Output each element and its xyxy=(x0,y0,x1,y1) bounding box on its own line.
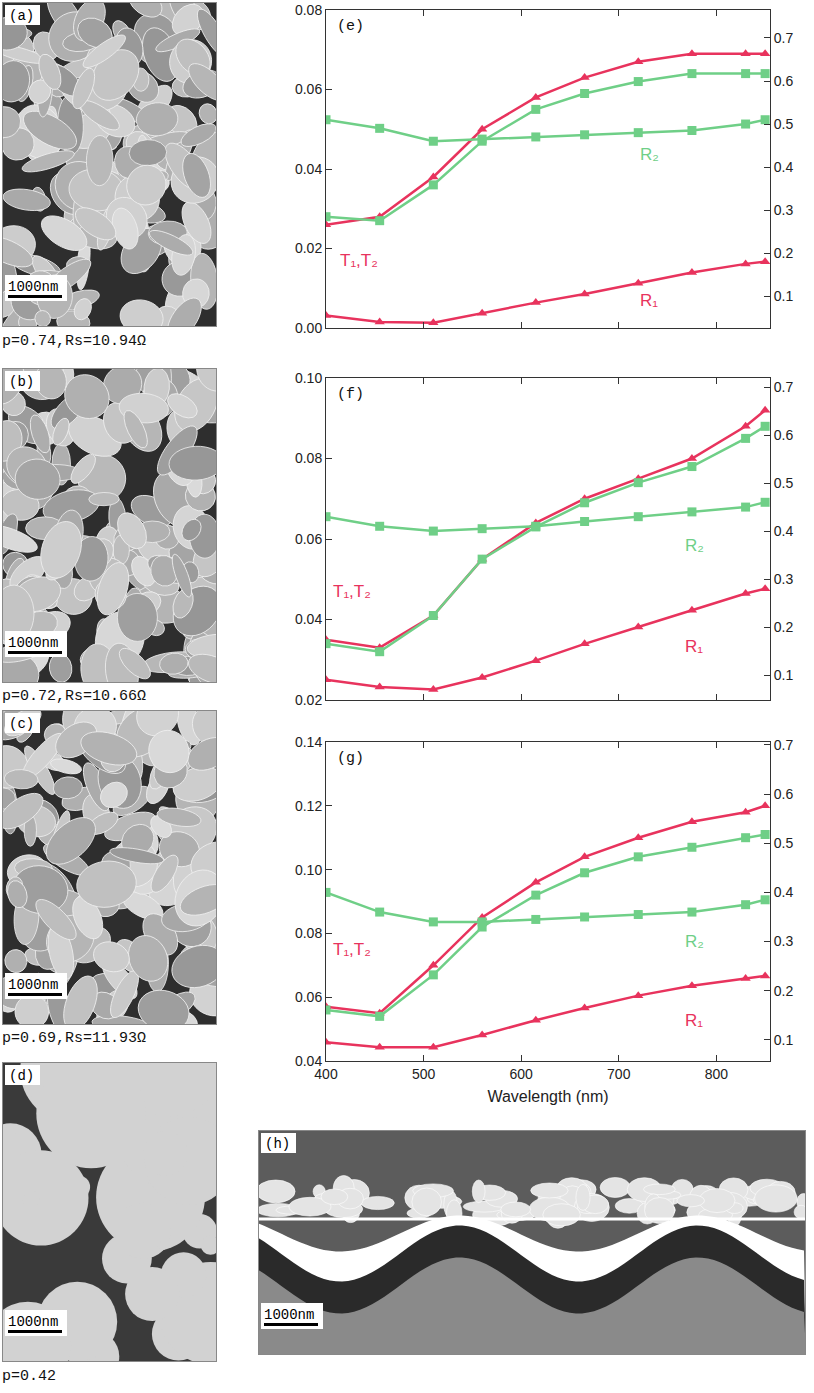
html-text:p=0.72,Rs=10.66Ω: p=0.72,Rs=10.66Ω xyxy=(2,688,146,705)
svg-text:1000nm: 1000nm xyxy=(8,279,58,295)
svg-text:0.5: 0.5 xyxy=(774,475,794,491)
svg-text:0.6: 0.6 xyxy=(774,786,794,802)
svg-text:0.2: 0.2 xyxy=(774,983,794,999)
svg-text:(b): (b) xyxy=(9,374,34,390)
html-text:p=0.74,Rs=10.94Ω: p=0.74,Rs=10.94Ω xyxy=(2,333,146,350)
svg-text:0.08: 0.08 xyxy=(295,2,322,18)
svg-text:0.3: 0.3 xyxy=(774,202,794,218)
svg-text:(e): (e) xyxy=(337,18,364,35)
svg-text:(d): (d) xyxy=(9,1068,34,1084)
svg-text:T₁,T₂: T₁,T₂ xyxy=(333,582,371,601)
html-text:p=0.42: p=0.42 xyxy=(2,1368,56,1385)
svg-text:(h): (h) xyxy=(265,1136,290,1152)
svg-text:0.08: 0.08 xyxy=(295,925,322,941)
svg-text:700: 700 xyxy=(607,1066,631,1082)
svg-text:0.06: 0.06 xyxy=(295,531,322,547)
svg-text:(f): (f) xyxy=(337,386,364,403)
svg-text:(c): (c) xyxy=(9,716,34,732)
svg-text:0.04: 0.04 xyxy=(295,1053,322,1069)
svg-text:0.02: 0.02 xyxy=(295,240,322,256)
svg-text:0.7: 0.7 xyxy=(774,30,794,46)
svg-text:(a): (a) xyxy=(9,8,34,24)
svg-text:0.3: 0.3 xyxy=(774,933,794,949)
svg-text:800: 800 xyxy=(705,1066,729,1082)
svg-text:0.5: 0.5 xyxy=(774,116,794,132)
svg-text:0.10: 0.10 xyxy=(295,370,322,386)
svg-text:0.5: 0.5 xyxy=(774,835,794,851)
svg-text:0.2: 0.2 xyxy=(774,619,794,635)
svg-text:0.1: 0.1 xyxy=(774,288,794,304)
svg-text:0.06: 0.06 xyxy=(295,81,322,97)
svg-text:0.04: 0.04 xyxy=(295,611,322,627)
svg-text:R₁: R₁ xyxy=(640,291,658,310)
svg-text:1000nm: 1000nm xyxy=(8,977,58,993)
svg-text:0.4: 0.4 xyxy=(774,159,794,175)
svg-text:R₂: R₂ xyxy=(640,145,659,164)
svg-text:0.00: 0.00 xyxy=(295,320,322,336)
svg-text:1000nm: 1000nm xyxy=(8,635,58,651)
svg-text:400: 400 xyxy=(314,1066,338,1082)
svg-text:1000nm: 1000nm xyxy=(264,1307,314,1323)
svg-text:0.7: 0.7 xyxy=(774,379,794,395)
svg-text:0.2: 0.2 xyxy=(774,245,794,261)
svg-text:500: 500 xyxy=(412,1066,436,1082)
svg-text:0.04: 0.04 xyxy=(295,161,322,177)
svg-text:0.6: 0.6 xyxy=(774,73,794,89)
svg-text:R₂: R₂ xyxy=(685,536,704,555)
svg-text:0.4: 0.4 xyxy=(774,523,794,539)
svg-text:600: 600 xyxy=(509,1066,533,1082)
svg-text:(g): (g) xyxy=(337,750,364,767)
svg-text:0.1: 0.1 xyxy=(774,667,794,683)
svg-text:0.10: 0.10 xyxy=(295,862,322,878)
svg-text:T₁,T₂: T₁,T₂ xyxy=(340,251,378,270)
svg-text:R₂: R₂ xyxy=(685,932,704,951)
svg-text:0.06: 0.06 xyxy=(295,989,322,1005)
svg-text:0.08: 0.08 xyxy=(295,450,322,466)
html-text:p=0.69,Rs=11.93Ω: p=0.69,Rs=11.93Ω xyxy=(2,1030,146,1047)
svg-text:0.02: 0.02 xyxy=(295,692,322,708)
svg-text:1000nm: 1000nm xyxy=(8,1314,58,1330)
svg-text:0.7: 0.7 xyxy=(774,737,794,753)
svg-text:0.14: 0.14 xyxy=(295,734,322,750)
svg-text:R₁: R₁ xyxy=(685,1011,703,1030)
svg-text:0.6: 0.6 xyxy=(774,427,794,443)
svg-text:Wavelength (nm): Wavelength (nm) xyxy=(487,1088,608,1105)
svg-text:T₁,T₂: T₁,T₂ xyxy=(333,940,371,959)
svg-text:0.1: 0.1 xyxy=(774,1032,794,1048)
svg-text:0.4: 0.4 xyxy=(774,884,794,900)
svg-text:0.12: 0.12 xyxy=(295,798,322,814)
svg-text:R₁: R₁ xyxy=(685,637,703,656)
svg-text:0.3: 0.3 xyxy=(774,571,794,587)
